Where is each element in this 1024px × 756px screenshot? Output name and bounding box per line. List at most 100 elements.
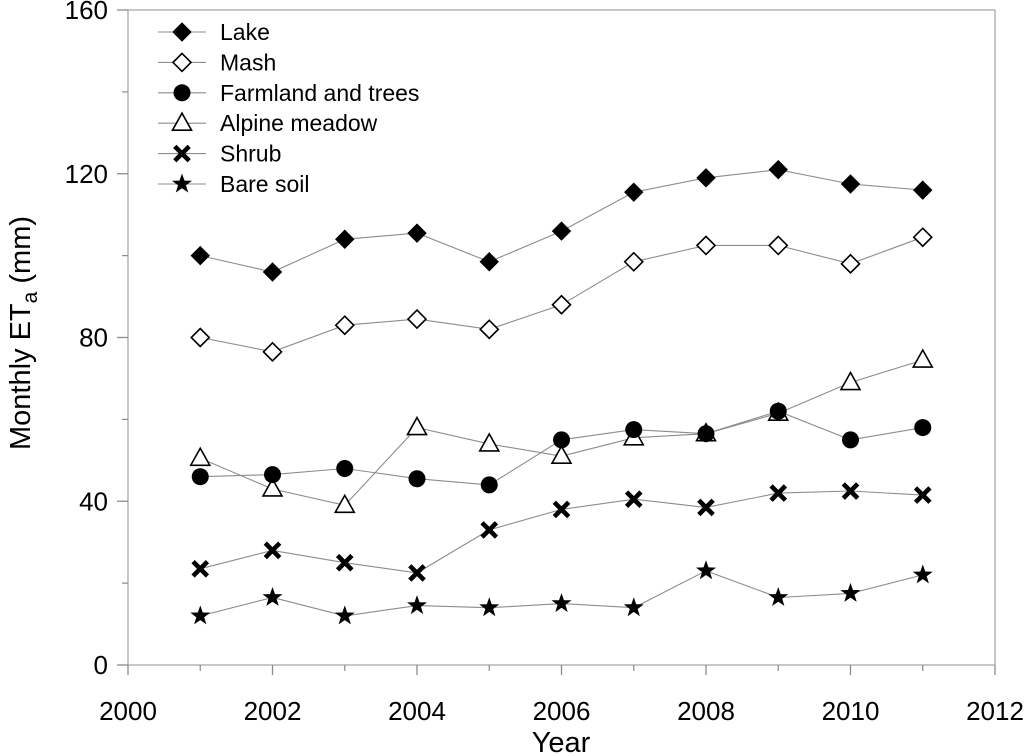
legend-item-lake: Lake xyxy=(158,19,270,45)
y-tick-label: 160 xyxy=(65,0,108,25)
marker-shrub xyxy=(480,521,499,539)
marker-alpine-meadow xyxy=(911,348,934,368)
marker-alpine-meadow xyxy=(550,444,573,465)
marker-bare-soil xyxy=(551,593,572,613)
marker-mash xyxy=(479,319,500,340)
marker-mash xyxy=(912,227,933,248)
legend-marker-farmland-and-trees xyxy=(173,84,191,102)
marker-lake xyxy=(913,180,933,200)
y-axis-title: Monthly ETa (mm) xyxy=(5,216,42,450)
marker-farmland-and-trees xyxy=(842,431,859,449)
x-tick-label: 2012 xyxy=(966,696,1024,726)
x-axis-title: Year xyxy=(532,727,591,756)
marker-mash xyxy=(768,235,789,256)
marker-lake xyxy=(840,174,861,194)
series-bare-soil xyxy=(190,560,933,625)
data-series xyxy=(189,159,934,625)
marker-farmland-and-trees xyxy=(553,431,570,449)
series-farmland-and-trees xyxy=(191,402,932,494)
marker-farmland-and-trees xyxy=(480,476,498,494)
marker-mash xyxy=(695,235,717,256)
legend-marker-shrub xyxy=(173,144,191,163)
marker-lake xyxy=(696,168,716,188)
marker-shrub xyxy=(913,486,932,504)
marker-alpine-meadow xyxy=(478,432,501,452)
legend-marker-mash xyxy=(171,52,193,73)
marker-mash xyxy=(406,308,428,330)
marker-farmland-and-trees xyxy=(264,466,281,484)
x-tick-label: 2006 xyxy=(533,696,591,726)
marker-shrub xyxy=(841,482,860,500)
marker-bare-soil xyxy=(262,587,283,606)
marker-lake xyxy=(768,159,788,180)
marker-mash xyxy=(623,251,644,272)
series-shrub xyxy=(191,482,932,582)
marker-alpine-meadow xyxy=(261,477,284,497)
marker-lake xyxy=(335,229,355,249)
marker-alpine-meadow xyxy=(333,493,356,514)
legend-item-shrub: Shrub xyxy=(158,141,281,167)
x-tick-label: 2008 xyxy=(677,696,735,726)
marker-lake xyxy=(624,182,644,202)
y-tick-label: 40 xyxy=(79,486,108,516)
series-line-mash xyxy=(200,236,923,353)
marker-mash xyxy=(262,341,283,362)
marker-mash xyxy=(190,327,211,348)
legend-item-mash: Mash xyxy=(158,49,276,75)
marker-bare-soil xyxy=(479,597,500,617)
legend-marker-lake xyxy=(172,22,192,42)
marker-shrub xyxy=(769,484,788,502)
marker-bare-soil xyxy=(190,605,211,625)
marker-farmland-and-trees xyxy=(769,402,787,420)
legend-marker-alpine-meadow xyxy=(171,111,193,131)
y-tick-label: 0 xyxy=(94,650,108,680)
axis-ticks: 2000 2002 2004 2006 2008 2010 2012 0 40 80 120 160 xyxy=(65,0,1024,726)
plot-border xyxy=(127,9,996,666)
marker-lake xyxy=(262,262,283,282)
y-tick-label: 80 xyxy=(79,323,108,353)
marker-farmland-and-trees xyxy=(191,468,209,486)
x-tick-label: 2002 xyxy=(244,696,302,726)
marker-shrub xyxy=(552,500,571,519)
legend-item-bare-soil: Bare soil xyxy=(158,171,309,197)
series-alpine-meadow xyxy=(189,348,934,514)
legend-label: Farmland and trees xyxy=(220,80,419,106)
marker-bare-soil xyxy=(768,587,789,606)
marker-bare-soil xyxy=(623,597,644,617)
marker-farmland-and-trees xyxy=(408,470,426,488)
marker-bare-soil xyxy=(696,560,716,580)
marker-alpine-meadow xyxy=(189,446,212,467)
marker-shrub xyxy=(697,498,715,517)
marker-shrub xyxy=(335,553,354,572)
marker-shrub xyxy=(624,490,643,509)
series-lake xyxy=(190,159,933,282)
marker-mash xyxy=(334,315,355,336)
legend-label: Mash xyxy=(220,49,276,75)
marker-bare-soil xyxy=(840,582,861,602)
marker-farmland-and-trees xyxy=(336,460,354,477)
marker-lake xyxy=(407,223,427,243)
marker-lake xyxy=(479,252,499,272)
legend-label: Lake xyxy=(220,19,270,45)
plot-frame xyxy=(127,9,996,666)
legend-label: Bare soil xyxy=(220,171,309,197)
legend-item-alpine-meadow: Alpine meadow xyxy=(158,110,378,136)
marker-farmland-and-trees xyxy=(625,421,643,439)
marker-bare-soil xyxy=(407,595,427,615)
legend: Lake Mash Farmland and trees Alpine meadow S… xyxy=(158,19,419,197)
marker-mash xyxy=(551,294,572,315)
marker-alpine-meadow xyxy=(406,415,428,436)
marker-lake xyxy=(190,245,210,266)
marker-shrub xyxy=(191,559,210,578)
x-tick-label: 2010 xyxy=(822,696,880,726)
marker-farmland-and-trees xyxy=(914,419,932,437)
legend-label: Shrub xyxy=(220,141,281,167)
legend-item-farmland-and-trees: Farmland and trees xyxy=(158,80,419,106)
marker-bare-soil xyxy=(334,605,355,625)
series-line-shrub xyxy=(200,490,923,574)
marker-lake xyxy=(551,221,572,241)
x-tick-label: 2004 xyxy=(388,696,446,726)
marker-farmland-and-trees xyxy=(697,425,715,443)
